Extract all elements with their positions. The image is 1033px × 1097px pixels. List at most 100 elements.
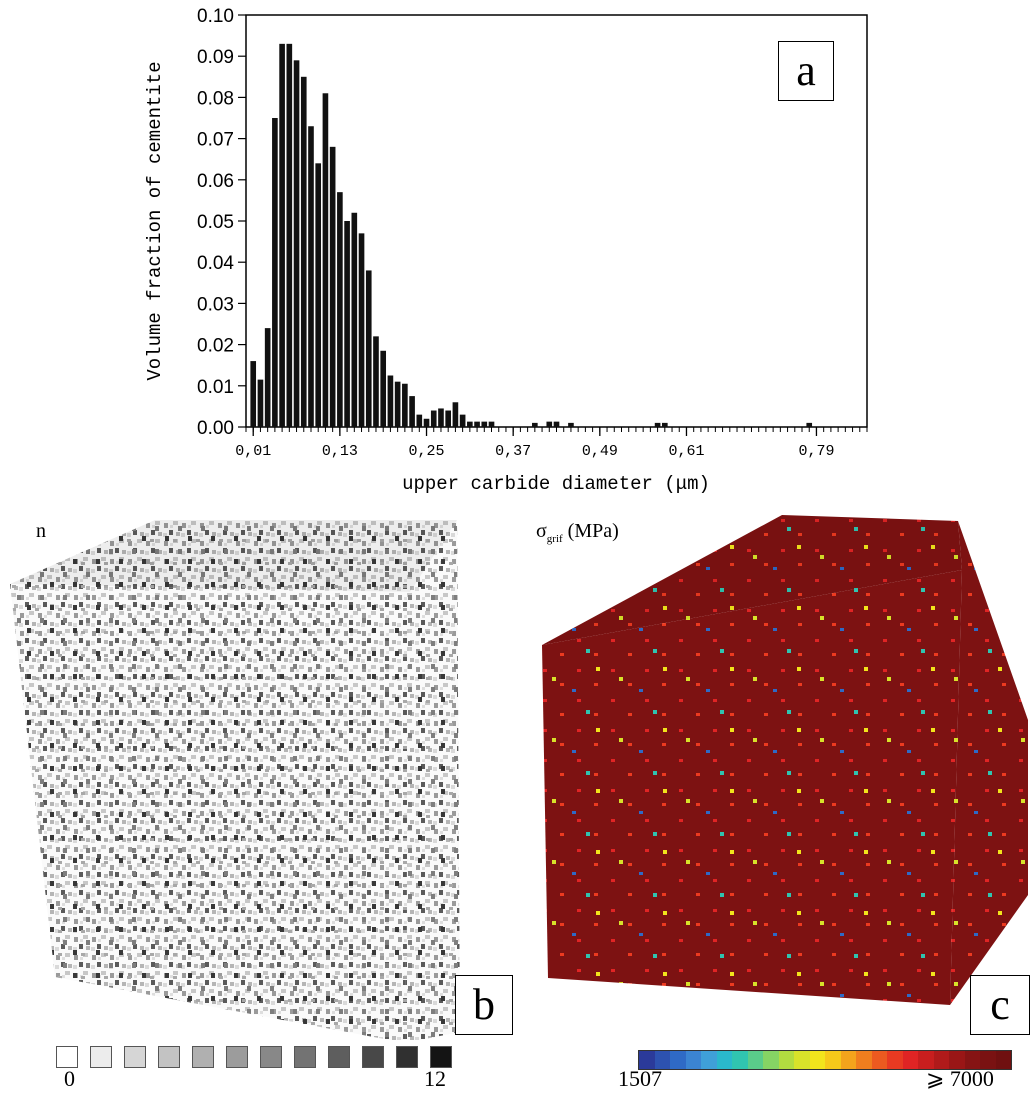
histogram-bar (373, 336, 379, 427)
legend-b-swatch (124, 1046, 146, 1068)
histogram-bar (351, 212, 358, 427)
histogram-bar (250, 361, 257, 427)
cube-c-legend-min: 1507 (618, 1066, 662, 1091)
cube-b-legend-min: 0 (64, 1066, 75, 1091)
legend-c-segment (747, 1051, 763, 1069)
y-tick-label: 0.00 (197, 418, 234, 439)
histogram-bar (315, 163, 322, 427)
legend-c-segment (794, 1051, 810, 1069)
cube-b-color-legend (56, 1046, 452, 1068)
cube-c-field-label: σgrif (MPa) (536, 520, 619, 545)
cube-b-top-shade (10, 520, 457, 592)
cube-c-visualization (542, 515, 1028, 1005)
histogram-bar (329, 146, 336, 427)
legend-c-segment (685, 1051, 701, 1069)
histogram-bar (279, 43, 285, 428)
y-tick-label: 0.03 (197, 294, 234, 315)
legend-c-segment (825, 1051, 841, 1069)
x-axis-ticks: 0,01 0,13 0,25 0,37 0,49 0,61 0,79 (235, 427, 868, 460)
cube-c-overlay (542, 515, 1028, 1005)
histogram-bar (488, 421, 495, 427)
histogram-bar (344, 221, 350, 427)
legend-c-segment (949, 1051, 965, 1069)
y-tick-label: 0.05 (197, 212, 234, 233)
x-axis-label: upper carbide diameter (μm) (402, 473, 710, 495)
histogram-bar (257, 379, 264, 427)
y-tick-label: 0.01 (197, 377, 234, 398)
histogram-bar (380, 350, 387, 427)
histogram-bar (300, 76, 307, 428)
histogram-bar (546, 421, 553, 427)
y-tick-label: 0.04 (197, 253, 234, 274)
legend-c-segment (716, 1051, 732, 1069)
cube-b-visualization (10, 520, 460, 1040)
y-axis-label: Volume fraction of cementite (144, 61, 166, 380)
panel-label-c: c (970, 975, 1030, 1035)
y-tick-label: 0.06 (197, 171, 234, 192)
histogram-bar (293, 60, 300, 427)
y-tick-label: 0.02 (197, 336, 234, 357)
histogram-bar (409, 396, 415, 427)
histogram-bar (474, 421, 480, 427)
legend-c-segment (964, 1051, 980, 1069)
histogram-bar (402, 383, 408, 427)
histogram-bar (568, 422, 574, 427)
legend-b-swatch (158, 1046, 180, 1068)
histogram-bar (438, 408, 444, 427)
legend-b-swatch (56, 1046, 78, 1068)
histogram-bar (365, 270, 372, 427)
sigma-symbol: σ (536, 520, 547, 542)
histogram-bar (459, 414, 466, 427)
cube-c-top-shade (542, 515, 962, 645)
legend-c-segment (639, 1051, 655, 1069)
histogram-bar (662, 422, 668, 427)
legend-c-segment (887, 1051, 903, 1069)
panel-label-b: b (455, 975, 513, 1035)
y-axis-ticks: 0.00 0.01 0.02 0.03 0.04 0.05 0.06 0.07 0.08 0.09… (197, 6, 246, 439)
histogram-bar (358, 233, 365, 427)
x-tick-label: 0,13 (322, 443, 358, 460)
legend-c-segment (995, 1051, 1011, 1069)
cube-b-field-label: n (36, 520, 46, 542)
legend-c-segment (732, 1051, 748, 1069)
histogram-bar (286, 43, 293, 428)
y-tick-label: 0.09 (197, 47, 234, 68)
legend-c-segment (778, 1051, 794, 1069)
legend-b-swatch (192, 1046, 214, 1068)
sigma-subscript: grif (546, 533, 563, 545)
legend-c-segment (871, 1051, 887, 1069)
legend-b-swatch (294, 1046, 316, 1068)
histogram-bar (467, 421, 473, 427)
histogram-bar (430, 410, 437, 427)
legend-c-segment (902, 1051, 918, 1069)
x-tick-label: 0,01 (235, 443, 271, 460)
y-tick-label: 0.08 (197, 88, 234, 109)
legend-c-segment (840, 1051, 856, 1069)
histogram-chart: 0.00 0.01 0.02 0.03 0.04 0.05 0.06 0.07 0.08 0.09… (144, 6, 868, 495)
legend-b-swatch (226, 1046, 248, 1068)
legend-c-segment (933, 1051, 949, 1069)
legend-b-swatch (362, 1046, 384, 1068)
cube-b-overlay (10, 520, 460, 1040)
legend-c-segment (654, 1051, 670, 1069)
histogram-bar (806, 422, 813, 427)
histogram-bar (445, 410, 451, 427)
sigma-unit: (MPa) (562, 520, 619, 542)
legend-c-segment (918, 1051, 934, 1069)
x-tick-label: 0,37 (495, 443, 531, 460)
histogram-bar (264, 328, 271, 427)
cube-c-legend-max: ⩾ 7000 (926, 1066, 994, 1091)
legend-b-swatch (328, 1046, 350, 1068)
x-tick-label: 0,49 (582, 443, 618, 460)
histogram-bar (553, 421, 560, 427)
histogram-bar (322, 93, 329, 427)
y-tick-label: 0.10 (197, 6, 234, 27)
histogram-bar (272, 118, 278, 427)
legend-b-swatch (260, 1046, 282, 1068)
x-tick-label: 0,79 (798, 443, 834, 460)
histogram-bar (532, 422, 538, 427)
legend-c-segment (763, 1051, 779, 1069)
histogram-bar (654, 422, 661, 427)
legend-c-segment (701, 1051, 717, 1069)
legend-c-segment (809, 1051, 825, 1069)
